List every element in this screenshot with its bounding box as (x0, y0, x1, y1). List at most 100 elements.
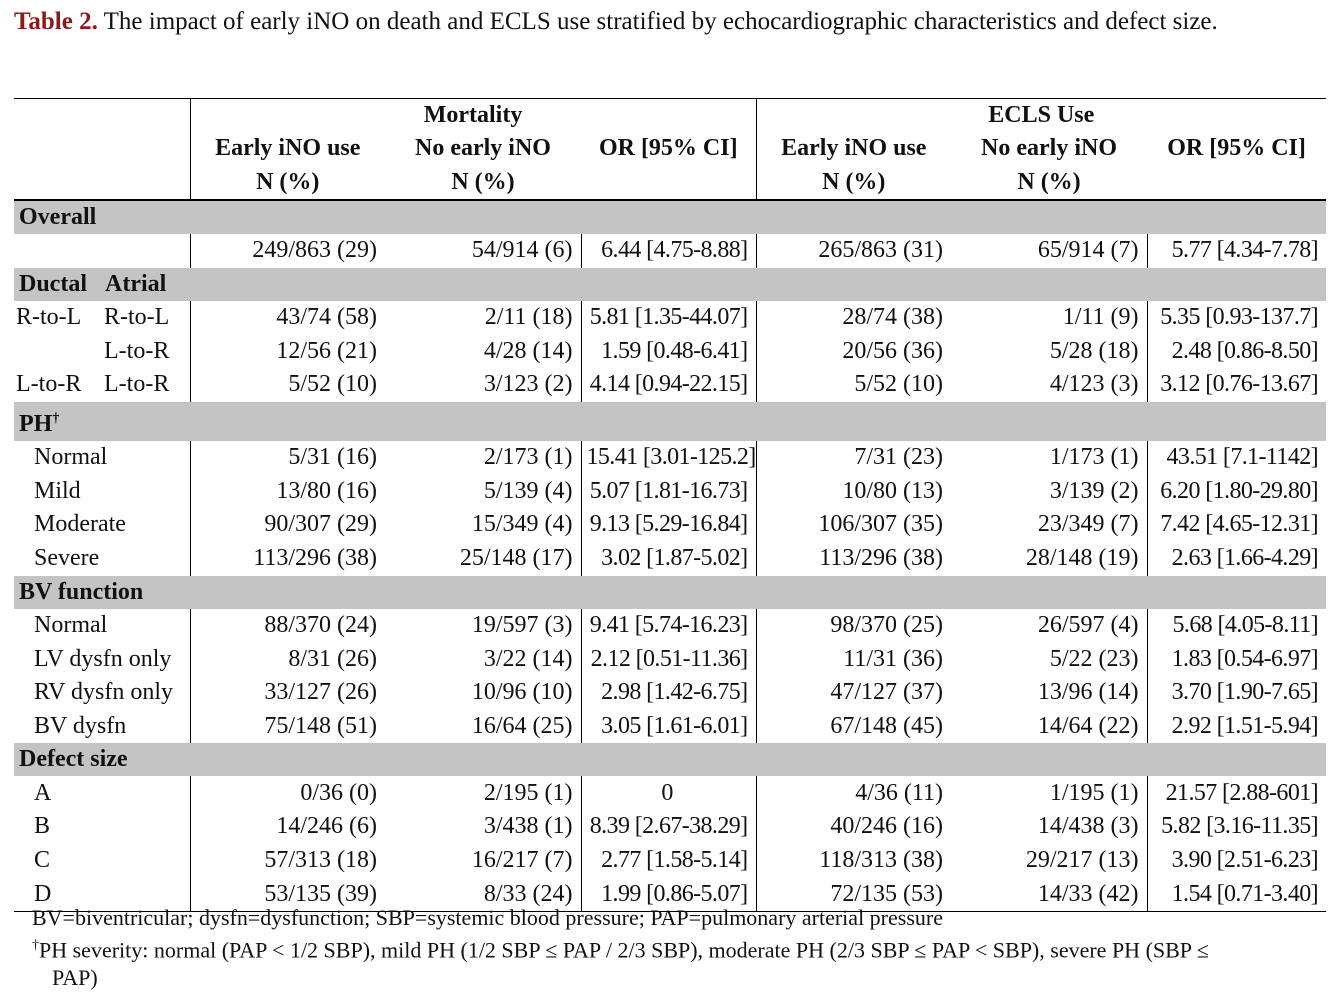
ecls-early-cell: 5/52 (10) (755, 368, 952, 402)
section-header-row: Overall (14, 200, 1327, 234)
ecls-early-cell: 113/296 (38) (755, 541, 952, 576)
mortality-early-cell: 75/148 (51) (189, 709, 385, 744)
section-title: BV function (14, 575, 1327, 609)
table-row: A 0/36 (0) 2/195 (1) 0 4/36 (11) 1/195 (1) 21.… (14, 776, 1326, 810)
mortality-noearly-cell: 16/217 (7) (385, 843, 582, 878)
mortality-noearly-cell: 5/139 (4) (385, 474, 582, 509)
table-row: Normal 5/31 (16) 2/173 (1) 15.41 [3.01-125.… (14, 440, 1326, 475)
row-label-atrial: L-to-R (104, 371, 170, 398)
section-title-text: Defect size (19, 746, 128, 773)
mortality-noearly-cell: 4/28 (14) (385, 334, 582, 369)
footnote-abbreviations: BV=biventricular; dysfn=dysfunction; SBP… (32, 905, 943, 930)
mortality-noearly-cell: 15/349 (4) (385, 508, 582, 542)
row-label: Moderate (34, 511, 126, 538)
footnote-ph-severity: †PH severity: normal (PAP < 1/2 SBP), mi… (32, 937, 1209, 963)
mortality-noearly-cell: 8/33 (24) (385, 877, 582, 913)
ecls-early-cell: 118/313 (38) (755, 843, 952, 878)
mortality-or-cell: 1.99 [0.86-5.07] (581, 877, 757, 913)
mortality-or-header: OR [95% CI] (598, 135, 738, 161)
mortality-or-cell: 8.39 [2.67-38.29] (589, 813, 748, 840)
ecls-noearly-cell: 5/22 (23) (951, 642, 1148, 676)
ecls-or-header: OR [95% CI] (1167, 135, 1306, 161)
ecls-early-header: Early iNO use N (%) (755, 131, 952, 200)
ecls-or-cell: 5.35 [0.93-137.7] (1160, 304, 1319, 331)
ecls-early-cell: 40/246 (16) (755, 809, 952, 844)
mortality-noearly-cell: 3/438 (1) (385, 809, 582, 844)
mortality-noearly-cell: 54/914 (6) (385, 234, 582, 268)
row-label: L-to-R (14, 334, 190, 368)
table-row: D 53/135 (39) 8/33 (24) 1.99 [0.86-5.07] 72/… (14, 877, 1327, 913)
mortality-early-cell: 43/74 (58) (189, 300, 385, 335)
table-body: Overall 249/863 (29) 54/914 (6) 6.44 [4.75-… (14, 200, 1327, 913)
mortality-noearly-cell: 19/597 (3) (385, 608, 582, 643)
table-row: L-to-R 12/56 (21) 4/28 (14) 1.59 [0.48-6.41… (14, 334, 1326, 369)
mortality-early-cell: 14/246 (6) (189, 809, 385, 844)
table-row: B 14/246 (6) 3/438 (1) 8.39 [2.67-38.29] 40/… (14, 809, 1326, 844)
mortality-noearly-header: No early iNO N (%) (415, 135, 551, 195)
section-header-row: BV function (14, 575, 1327, 609)
section-header-row: PH† (14, 401, 1327, 441)
ecls-or-cell: 2.63 [1.66-4.29] (1171, 545, 1319, 572)
mortality-early-cell: 57/313 (18) (189, 843, 385, 878)
mortality-or-cell: 1.59 [0.48-6.41] (601, 337, 748, 364)
mortality-early-cell: 12/56 (21) (189, 334, 385, 369)
mortality-or-cell: 9.13 [5.29-16.84] (589, 511, 748, 538)
ecls-noearly-cell: 65/914 (7) (951, 234, 1148, 268)
ecls-noearly-cell: 29/217 (13) (951, 843, 1148, 878)
mortality-noearly-cell: 10/96 (10) (385, 675, 582, 710)
table-caption: Table 2. The impact of early iNO on deat… (14, 6, 1324, 38)
section-title: PH† (14, 401, 1327, 441)
section-title: Defect size (14, 743, 1327, 777)
row-label: Severe (34, 545, 100, 572)
ecls-early-cell: 72/135 (53) (755, 877, 952, 913)
table-row: RV dysfn only 33/127 (26) 10/96 (10) 2.98 [… (14, 675, 1326, 710)
row-label: R-to-L R-to-L (14, 301, 190, 335)
table-title: The impact of early iNO on death and ECL… (97, 8, 1218, 35)
row-label: LV dysfn only (34, 645, 172, 672)
ecls-noearly-cell: 1/195 (1) (951, 776, 1148, 810)
ecls-header: ECLS Use (755, 98, 1327, 131)
row-label: Normal (34, 444, 108, 471)
results-table: Mortality ECLS Use Early iNO use N (%) No… (14, 98, 1327, 913)
ecls-early-cell: 4/36 (11) (755, 776, 952, 810)
section-title-mark: † (52, 410, 60, 426)
mortality-noearly-cell: 3/22 (14) (385, 642, 582, 676)
ecls-or-cell: 21.57 [2.88-601] (1165, 779, 1319, 806)
ecls-noearly-cell: 14/33 (42) (951, 877, 1148, 913)
section-title-text: PH (19, 410, 53, 437)
ecls-early-cell: 11/31 (36) (755, 642, 952, 676)
mortality-noearly-cell: 25/148 (17) (385, 541, 582, 576)
footnote-ph-severity-cont: PAP) (52, 965, 98, 991)
section-subtitle-text: Atrial (105, 270, 167, 297)
ecls-noearly-cell: 28/148 (19) (951, 541, 1148, 576)
mortality-or-cell: 2.98 [1.42-6.75] (601, 679, 748, 706)
table-row: Moderate 90/307 (29) 15/349 (4) 9.13 [5.29-… (14, 508, 1326, 542)
section-title-text: Overall (19, 204, 97, 230)
mortality-or-cell: 9.41 [5.74-16.23] (589, 611, 748, 638)
table-row: Severe 113/296 (38) 25/148 (17) 3.02 [1.87-… (14, 541, 1326, 576)
mortality-noearly-cell: 16/64 (25) (385, 709, 582, 744)
table-footnotes: BV=biventricular; dysfn=dysfunction; SBP… (14, 904, 1326, 992)
mortality-or-cell: 0 (661, 779, 673, 806)
mortality-early-cell: 8/31 (26) (189, 642, 385, 676)
ecls-noearly-cell: 5/28 (18) (951, 334, 1148, 369)
mortality-or-cell: 3.05 [1.61-6.01] (601, 712, 748, 739)
ecls-or-cell: 2.48 [0.86-8.50] (1171, 337, 1319, 364)
ecls-noearly-cell: 14/64 (22) (951, 709, 1148, 744)
mortality-early-cell: 90/307 (29) (189, 508, 385, 542)
ecls-noearly-cell: 1/11 (9) (951, 300, 1148, 335)
ecls-noearly-header: No early iNO N (%) (981, 135, 1118, 195)
ecls-or-cell: 3.12 [0.76-13.67] (1160, 371, 1319, 398)
mortality-noearly-cell: 2/11 (18) (385, 300, 582, 335)
row-label: RV dysfn only (34, 679, 173, 706)
row-label: B (34, 813, 51, 840)
ecls-noearly-cell: 4/123 (3) (951, 368, 1148, 402)
ecls-early-cell: 10/80 (13) (755, 474, 952, 509)
table-row: L-to-R L-to-R 5/52 (10) 3/123 (2) 4.14 [0.94… (14, 368, 1326, 402)
row-label: Normal (34, 611, 108, 638)
mortality-or-cell: 15.41 [3.01-125.2] (586, 444, 757, 471)
blank-subheader (14, 131, 190, 200)
ecls-or-cell: 5.82 [3.16-11.35] (1161, 813, 1319, 840)
row-label-ductal: L-to-R (16, 371, 82, 398)
mortality-or-cell: 5.81 [1.35-44.07] (589, 304, 748, 331)
